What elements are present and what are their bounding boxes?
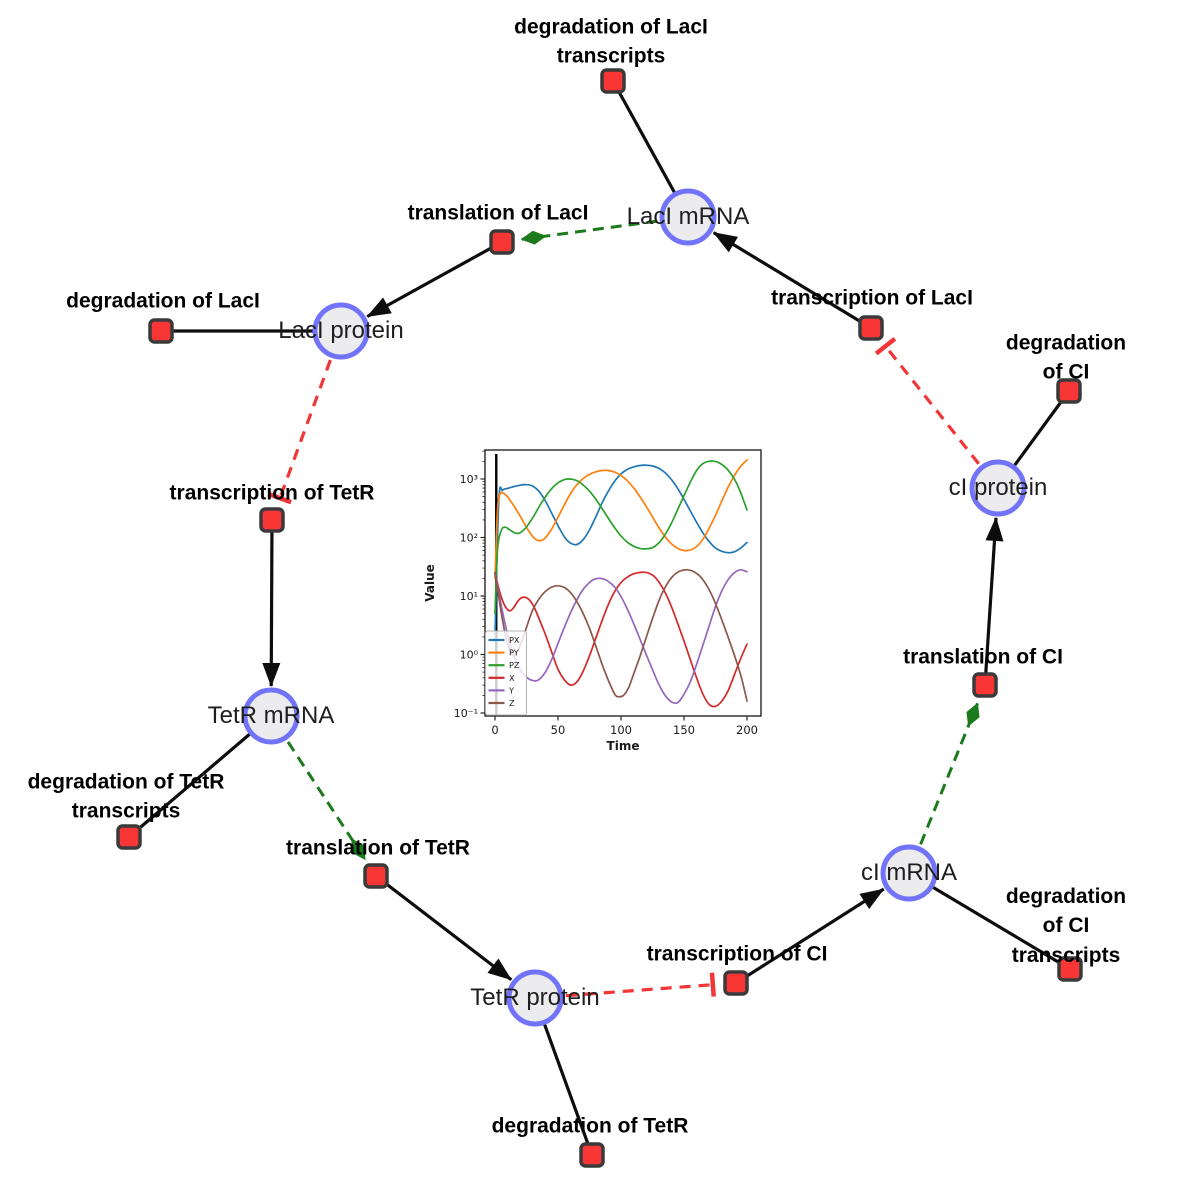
- edge-production-transcription-ci-to-ci-mrna: [735, 887, 885, 985]
- series-Z-curve: [494, 568, 748, 702]
- edge-inhibition-laci-protein-to-transcription-tetr: [267, 359, 332, 505]
- species-node-laci-mrna[interactable]: [659, 188, 717, 246]
- edge-modifier-tetr-mrna-to-translation-tetr: [286, 741, 367, 861]
- plot-frame: [484, 449, 762, 717]
- x-tick-label: 0: [491, 723, 498, 737]
- x-tick-label: 150: [673, 723, 695, 737]
- y-tick-label: 10¹: [460, 590, 478, 603]
- series-X-curve: [494, 571, 748, 708]
- edge-consumption-ci-mrna-to-deg-ci-transcripts: [908, 871, 1071, 971]
- reaction-node-deg-laci-transcripts[interactable]: [600, 68, 626, 94]
- x-tick-label: 50: [551, 723, 566, 737]
- legend-entry-PZ: PZ: [488, 660, 520, 670]
- legend-label-X: X: [509, 673, 515, 683]
- legend: PX PY PZ XYZ: [485, 630, 527, 716]
- species-node-ci-protein[interactable]: [969, 459, 1027, 517]
- edge-production-translation-ci-to-ci-protein: [983, 516, 1004, 686]
- species-node-laci-protein[interactable]: [312, 302, 370, 360]
- reaction-node-degradation-tetr[interactable]: [579, 1142, 605, 1168]
- species-node-tetr-protein[interactable]: [506, 969, 564, 1027]
- y-axis-label: Value: [423, 564, 437, 602]
- reaction-node-transcription-laci[interactable]: [858, 315, 884, 341]
- y-tick-label: 10⁰: [460, 649, 479, 662]
- reaction-node-transcription-ci[interactable]: [723, 970, 749, 996]
- reaction-node-degradation-laci[interactable]: [148, 318, 174, 344]
- edge-production-transcription-laci-to-laci-mrna: [712, 231, 872, 330]
- legend-entry-Z: Z: [488, 698, 515, 708]
- x-tick-label: 200: [736, 723, 758, 737]
- x-axis-label: Time: [607, 739, 640, 753]
- reaction-node-deg-ci-transcripts[interactable]: [1057, 956, 1083, 982]
- species-node-ci-mrna[interactable]: [880, 844, 938, 902]
- edge-modifier-laci-mrna-to-translation-laci: [520, 219, 658, 245]
- legend-entry-PY: PY: [488, 648, 520, 658]
- edge-production-transcription-tetr-to-tetr-mrna: [262, 519, 281, 687]
- y-tick-label: 10²: [460, 532, 478, 545]
- legend-label-PZ: PZ: [509, 660, 520, 670]
- species-node-tetr-mrna[interactable]: [242, 687, 300, 745]
- legend-label-PX: PX: [509, 635, 520, 645]
- edge-production-translation-laci-to-laci-protein: [366, 240, 503, 318]
- reaction-node-translation-ci[interactable]: [972, 672, 998, 698]
- legend-label-PY: PY: [509, 648, 520, 658]
- edge-production-translation-tetr-to-tetr-protein: [375, 874, 513, 981]
- x-tick-label: 100: [610, 723, 632, 737]
- edge-consumption-tetr-mrna-to-deg-tetr-transcripts: [127, 714, 273, 839]
- y-tick-label: 10⁻¹: [454, 707, 478, 720]
- legend-entry-Y: Y: [488, 685, 515, 695]
- y-tick-label: 10³: [460, 473, 478, 486]
- series-PZ-curve: [494, 460, 748, 615]
- reaction-node-degradation-ci[interactable]: [1056, 378, 1082, 404]
- edge-inhibition-ci-protein-to-transcription-laci: [874, 336, 980, 465]
- edge-modifier-ci-mrna-to-translation-ci: [919, 702, 980, 845]
- series-PX-curve: [494, 464, 748, 638]
- reaction-node-transcription-tetr[interactable]: [259, 507, 285, 533]
- reaction-node-translation-tetr[interactable]: [363, 863, 389, 889]
- edge-inhibition-tetr-protein-to-transcription-ci: [565, 972, 716, 998]
- legend-label-Y: Y: [508, 685, 515, 695]
- reaction-node-translation-laci[interactable]: [489, 229, 515, 255]
- legend-entry-PX: PX: [488, 635, 520, 645]
- legend-label-Z: Z: [509, 698, 515, 708]
- legend-entry-X: X: [488, 673, 515, 683]
- series-PY-curve: [494, 459, 748, 580]
- reaction-node-deg-tetr-transcripts[interactable]: [116, 824, 142, 850]
